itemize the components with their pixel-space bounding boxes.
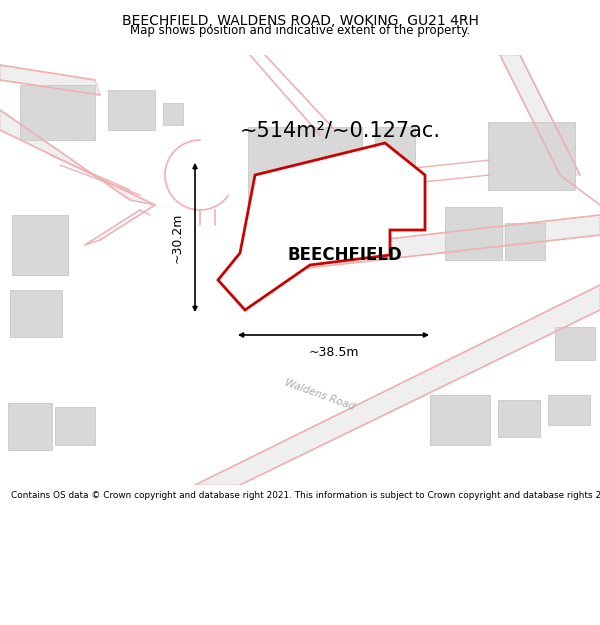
Polygon shape [498, 400, 540, 437]
Polygon shape [290, 215, 600, 270]
Polygon shape [430, 395, 490, 445]
Text: ~30.2m: ~30.2m [170, 213, 184, 262]
Polygon shape [163, 103, 183, 125]
Polygon shape [555, 327, 595, 360]
Polygon shape [108, 90, 155, 130]
Polygon shape [445, 207, 502, 260]
Text: Contains OS data © Crown copyright and database right 2021. This information is : Contains OS data © Crown copyright and d… [11, 491, 600, 499]
Polygon shape [55, 407, 95, 445]
Text: Map shows position and indicative extent of the property.: Map shows position and indicative extent… [130, 24, 470, 37]
Polygon shape [548, 395, 590, 425]
Polygon shape [20, 85, 95, 140]
Polygon shape [505, 223, 545, 260]
Polygon shape [500, 55, 580, 175]
Text: ~514m²/~0.127ac.: ~514m²/~0.127ac. [239, 120, 440, 140]
Polygon shape [218, 143, 425, 310]
Text: Waldens Road: Waldens Road [284, 378, 356, 412]
Text: ~38.5m: ~38.5m [308, 346, 359, 359]
Polygon shape [0, 110, 155, 205]
Polygon shape [248, 127, 362, 230]
Text: BEECHFIELD, WALDENS ROAD, WOKING, GU21 4RH: BEECHFIELD, WALDENS ROAD, WOKING, GU21 4… [122, 14, 478, 28]
Polygon shape [0, 65, 100, 95]
Polygon shape [10, 290, 62, 337]
Polygon shape [488, 122, 575, 190]
Text: BEECHFIELD: BEECHFIELD [287, 246, 403, 264]
Polygon shape [8, 403, 52, 450]
Polygon shape [375, 127, 415, 165]
Polygon shape [12, 215, 68, 275]
Polygon shape [195, 285, 600, 485]
